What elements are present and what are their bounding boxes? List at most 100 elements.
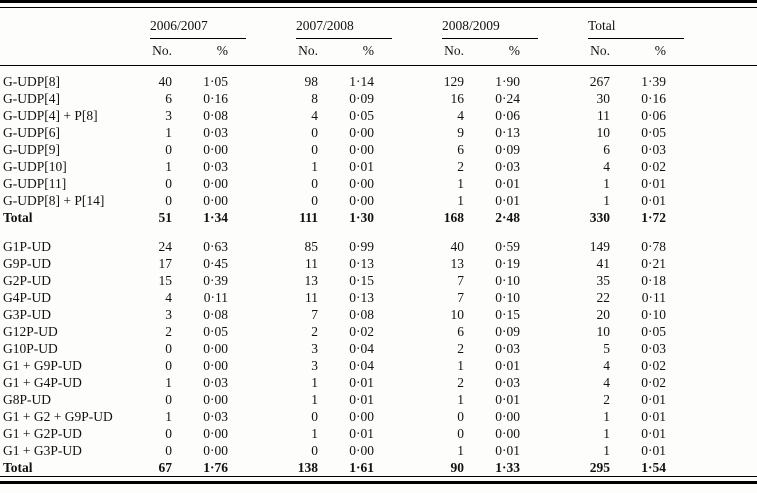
cell-count: 0 [165,443,172,458]
row-label: G1 + G2 + G9P-UD [3,409,113,424]
cell-percent: 1·90 [495,74,520,89]
cell-count: 41 [596,256,611,271]
cell-count: 3 [165,307,172,322]
row-label: G-UDP[10] [3,159,67,174]
cell-percent: 0·00 [203,142,228,157]
cell-count: 30 [596,91,611,106]
cell-count: 0 [165,176,172,191]
cell-percent: 0·00 [203,443,228,458]
cell-count: 1 [311,392,318,407]
section-spacer-row [0,226,757,238]
cell-count: 5 [603,341,610,356]
col-group-2007-2008: 2007/2008 [296,8,442,39]
table-row: G-UDP[11] 0 0·00 0 0·00 1 0·01 1 0·01 [0,175,757,192]
cell-percent: 0·00 [349,193,374,208]
row-label: G-UDP[6] [3,125,60,140]
cell-percent: 0·21 [641,256,666,271]
cell-count: 0 [311,125,318,140]
cell-count: 10 [596,125,611,140]
cell-percent: 1·14 [349,74,374,89]
cell-percent: 0·09 [495,142,520,157]
subheader-pct: % [464,39,588,66]
cell-percent: 0·01 [495,193,520,208]
cell-percent: 0·05 [641,125,666,140]
cell-count: 10 [450,307,465,322]
cell-count: 4 [603,375,610,390]
cell-percent: 2·48 [495,210,520,225]
cell-percent: 1·39 [641,74,666,89]
cell-percent: 0·09 [495,324,520,339]
row-label: G-UDP[8] [3,74,60,89]
cell-count: 4 [457,108,464,123]
subheader-pct: % [172,39,296,66]
cell-count: 0 [311,409,318,424]
table-row: G1 + G2 + G9P-UD 1 0·03 0 0·00 0 0·00 1 0·01 [0,408,757,425]
cell-count: 9 [457,125,464,140]
cell-percent: 0·00 [349,125,374,140]
cell-percent: 0·00 [349,176,374,191]
cell-percent: 0·00 [349,409,374,424]
cell-percent: 0·04 [349,341,374,356]
row-label: G2P-UD [3,273,52,288]
row-label: G12P-UD [3,324,58,339]
cell-percent: 1·33 [495,460,520,475]
cell-percent: 0·06 [495,108,520,123]
cell-count: 2 [457,341,464,356]
table-row: G2P-UD 15 0·39 13 0·15 7 0·10 35 0·18 [0,272,757,289]
cell-count: 17 [158,256,173,271]
cell-percent: 0·63 [203,239,228,254]
cell-percent: 0·00 [203,426,228,441]
subheader-no: No. [588,39,610,66]
cell-percent: 0·45 [203,256,228,271]
col-group-underline [150,38,246,39]
cell-percent: 0·06 [641,108,666,123]
cell-count: 35 [596,273,611,288]
cell-percent: 0·10 [495,273,520,288]
cell-percent: 0·09 [349,91,374,106]
cell-count: 10 [596,324,611,339]
table-row: G-UDP[10] 1 0·03 1 0·01 2 0·03 4 0·02 [0,158,757,175]
cell-percent: 0·00 [203,358,228,373]
cell-count: 24 [158,239,173,254]
cell-count: 13 [450,256,465,271]
col-group-underline [442,38,538,39]
cell-percent: 0·08 [203,108,228,123]
col-group-label: 2008/2009 [442,18,500,33]
table-header: 2006/2007 2007/2008 2008/2009 Total [0,8,757,66]
cell-percent: 0·01 [495,176,520,191]
table-row: G12P-UD 2 0·05 2 0·02 6 0·09 10 0·05 [0,323,757,340]
table-row: G-UDP[8] + P[14] 0 0·00 0 0·00 1 0·01 1 0·01 [0,192,757,209]
cell-count: 0 [311,193,318,208]
cell-count: 11 [305,290,318,305]
cell-count: 40 [450,239,465,254]
cell-percent: 0·10 [641,307,666,322]
table-row: G1P-UD 24 0·63 85 0·99 40 0·59 149 0·78 [0,238,757,255]
cell-count: 1 [603,176,610,191]
cell-percent: 1·76 [203,460,228,475]
cell-count: 295 [589,460,610,475]
row-label: G9P-UD [3,256,52,271]
cell-count: 51 [158,210,173,225]
cell-count: 0 [165,193,172,208]
row-label: G-UDP[11] [3,176,67,191]
year-header-row: 2006/2007 2007/2008 2008/2009 Total [0,8,757,39]
row-label: G-UDP[4] + P[8] [3,108,98,123]
cell-count: 3 [311,358,318,373]
cell-count: 330 [589,210,610,225]
cell-count: 4 [603,159,610,174]
cell-percent: 0·01 [641,392,666,407]
cell-percent: 0·11 [641,290,666,305]
genotype-frequency-table: 2006/2007 2007/2008 2008/2009 Total [0,8,757,476]
cell-percent: 1·54 [641,460,666,475]
row-label: G10P-UD [3,341,58,356]
cell-percent: 0·00 [203,392,228,407]
cell-percent: 1·05 [203,74,228,89]
cell-percent: 0·13 [495,125,520,140]
cell-count: 129 [443,74,464,89]
cell-count: 67 [158,460,173,475]
col-group-2008-2009: 2008/2009 [442,8,588,39]
cell-percent: 0·03 [203,125,228,140]
cell-count: 1 [457,358,464,373]
subheader-no: No. [296,39,318,66]
